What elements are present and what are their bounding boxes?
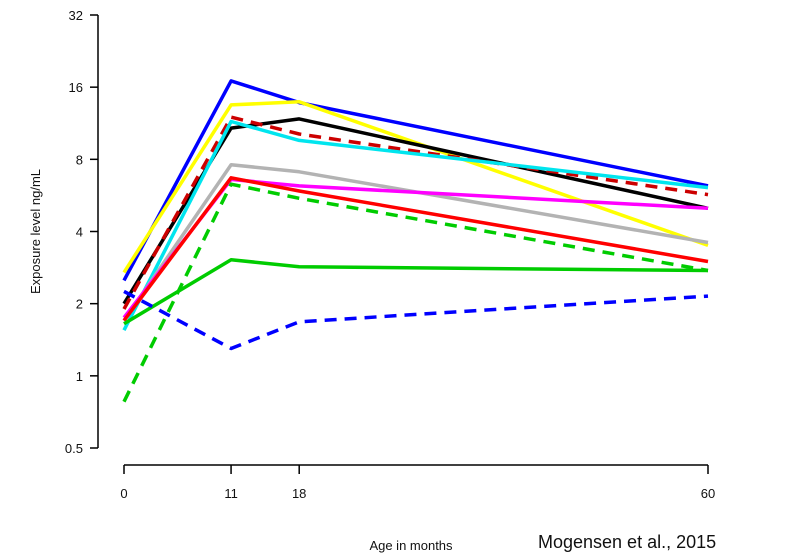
series-line-4: [122, 115, 709, 310]
series-line-7: [122, 177, 709, 319]
x-tick-label: 11: [224, 486, 238, 501]
y-tick-label: 1: [76, 369, 83, 384]
series-line-5: [122, 119, 709, 331]
y-tick-label: 32: [69, 8, 83, 23]
series-layer: [122, 79, 709, 403]
x-tick-label: 0: [120, 486, 127, 501]
series-line-10: [123, 257, 709, 326]
x-tick-label: 60: [701, 486, 715, 501]
x-axis-title: Age in months: [369, 538, 453, 553]
citation: Mogensen et al., 2015: [538, 532, 716, 552]
y-axis: 0.5 1 2 4 8 16 32: [65, 8, 99, 456]
series-line-1: [122, 79, 709, 282]
y-tick-label: 8: [76, 152, 83, 167]
y-tick-label: 2: [76, 297, 83, 312]
y-axis-title: Exposure level ng/mL: [28, 169, 43, 294]
series-line-6: [122, 162, 709, 322]
y-tick-label: 16: [69, 80, 83, 95]
series-line-9: [122, 182, 709, 403]
y-tick-label: 0.5: [65, 441, 83, 456]
x-tick-label: 18: [292, 486, 306, 501]
x-axis: 0 11 18 60: [120, 464, 715, 501]
y-tick-label: 4: [76, 225, 83, 240]
series-line-8: [122, 176, 709, 322]
series-line-11: [123, 289, 709, 351]
series-line-2: [122, 100, 709, 274]
